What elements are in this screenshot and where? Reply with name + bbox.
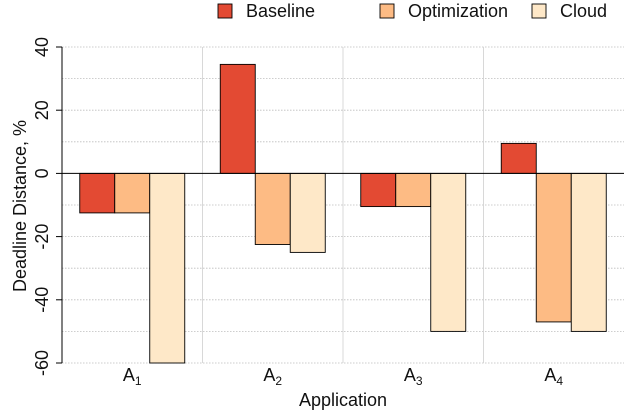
legend-swatch-cloud [531,3,547,19]
legend-swatch-baseline [217,3,233,19]
bar-optimization-A2 [254,172,291,245]
legend-swatch-optimization [379,3,395,19]
axes: -60 -40 -20 0 20 40 A1 A2 A3 A4 [32,37,624,388]
legend-label-optimization: Optimization [408,1,508,21]
y-tick-label: 20 [32,100,52,120]
bar-optimization-A1 [114,172,151,214]
legend-label-cloud: Cloud [560,1,607,21]
bar-cloud-A2 [289,172,326,253]
y-tick-label: -40 [32,287,52,313]
x-tick-label: A1 [123,365,142,388]
bar-baseline-A3 [360,172,397,208]
y-tick-label: 40 [32,37,52,57]
bar-baseline-A2 [219,63,256,174]
legend-label-baseline: Baseline [246,1,315,21]
x-tick-label: A3 [404,365,423,388]
bars [79,63,607,364]
bar-cloud-A4 [570,172,607,332]
bar-cloud-A1 [149,172,186,364]
bar-optimization-A4 [535,172,572,323]
y-axis-label: Deadline Distance, % [10,120,30,292]
legend: Baseline Optimization Cloud [217,1,607,21]
y-tick-label: -60 [32,350,52,376]
bar-baseline-A4 [500,142,537,174]
bar-baseline-A1 [79,172,116,214]
x-axis-label: Application [299,390,387,410]
x-tick-label: A2 [263,365,282,388]
bar-optimization-A3 [395,172,432,208]
bar-cloud-A3 [430,172,467,332]
y-tick-label: 0 [32,168,52,178]
y-tick-label: -20 [32,224,52,250]
x-tick-label: A4 [544,365,563,388]
